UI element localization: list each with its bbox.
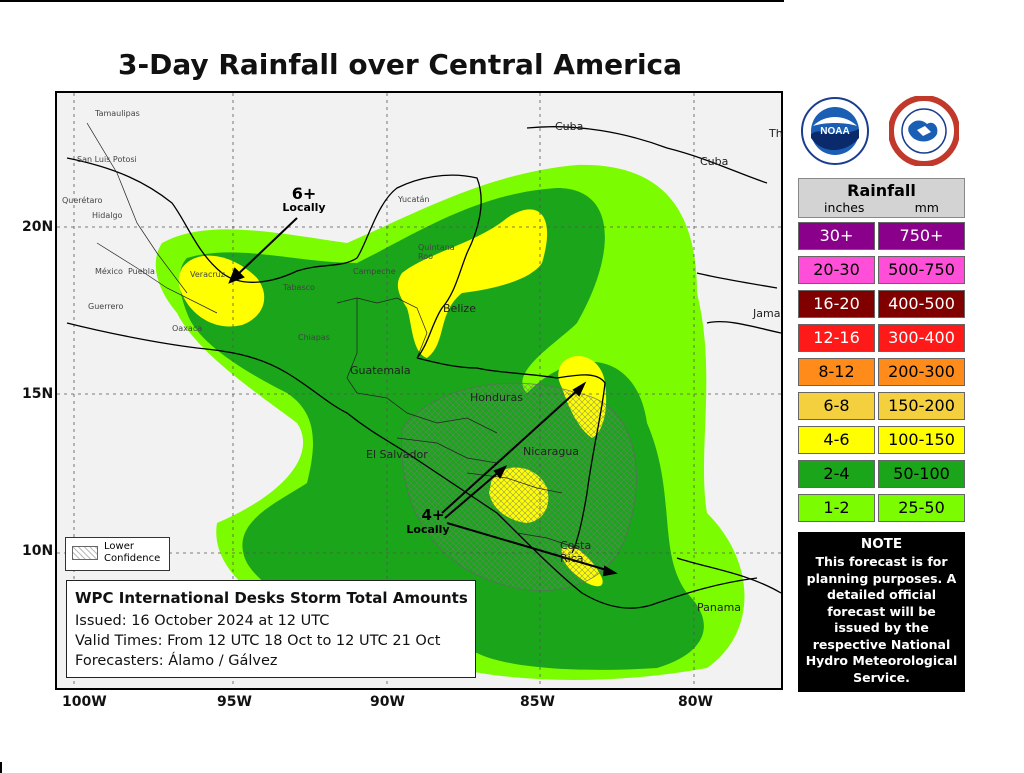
legend-mm-cell: 150-200 [878,392,965,420]
legend-row: 20-30 500-750 [798,252,965,286]
note-box: NOTE This forecast is for planning purpo… [798,532,965,692]
annotation-four-locally: Locally [406,523,450,536]
label-oaxaca: Oaxaca [172,324,203,333]
legend-unit-mm: mm [914,200,939,215]
lon-label-95w: 95W [217,694,252,710]
legend-inches-cell: 16-20 [798,290,875,318]
info-issued: Issued: 16 October 2024 at 12 UTC [75,613,330,629]
lon-label-100w: 100W [62,694,107,710]
legend-unit-inches: inches [824,200,865,215]
label-nicaragua: Nicaragua [523,445,580,458]
label-campeche: Campeche [353,267,396,276]
legend-row: 16-20 400-500 [798,286,965,320]
nws-logo [888,95,960,167]
label-el-salvador: El Salvador [366,448,428,461]
label-san-luis-potosi: San Luis Potosi [77,155,137,164]
label-jamaica: Jama [753,307,781,320]
legend-mm-cell: 750+ [878,222,965,250]
lon-label-85w: 85W [520,694,555,710]
lat-label-20n: 20N [22,219,54,235]
label-belize: Belize [443,302,476,315]
label-panama: Panama [697,601,742,614]
annotation-six-plus: 6+ [291,184,317,203]
lat-label-10n: 10N [22,543,54,559]
lower-confidence-line2: Confidence [104,553,161,564]
lower-confidence-key: Lower Confidence [65,537,170,571]
page-edge-mark [0,762,2,773]
legend-title: Rainfall [847,181,916,200]
label-guatemala: Guatemala [350,364,411,377]
legend-mm-cell: 100-150 [878,426,965,454]
legend-inches-cell: 6-8 [798,392,875,420]
legend-inches-cell: 2-4 [798,460,875,488]
lon-label-80w: 80W [678,694,713,710]
label-honduras: Honduras [470,391,523,404]
page-title: 3-Day Rainfall over Central America [117,48,683,81]
rainfall-legend: Rainfall inches mm 30+ 750+ 20-30 500-750 16… [798,178,965,524]
info-valid-times: Valid Times: From 12 UTC 18 Oct to 12 UT… [75,633,441,649]
legend-row: 4-6 100-150 [798,422,965,456]
forecast-info-box: WPC International Desks Storm Total Amou… [66,580,476,678]
legend-mm-cell: 200-300 [878,358,965,386]
legend-row: 8-12 200-300 [798,354,965,388]
legend-inches-cell: 8-12 [798,358,875,386]
label-veracruz: Veracruz [190,270,225,279]
label-yucatan: Yucatán [398,195,430,204]
label-mexico: México [95,267,123,276]
label-queretaro: Querétaro [62,196,103,205]
legend-inches-cell: 12-16 [798,324,875,352]
info-forecasters: Forecasters: Álamo / Gálvez [75,653,278,669]
legend-mm-cell: 25-50 [878,494,965,522]
legend-header: Rainfall inches mm [798,178,965,218]
lon-label-90w: 90W [370,694,405,710]
legend-row: 30+ 750+ [798,218,965,252]
legend-inches-cell: 1-2 [798,494,875,522]
legend-row: 6-8 150-200 [798,388,965,422]
legend-row: 12-16 300-400 [798,320,965,354]
legend-inches-cell: 30+ [798,222,875,250]
label-guerrero: Guerrero [88,302,124,311]
note-body: This forecast is for planning purposes. … [805,554,958,685]
label-puebla: Puebla [128,267,155,276]
legend-row: 1-2 25-50 [798,490,965,524]
legend-mm-cell: 500-750 [878,256,965,284]
legend-row: 2-4 50-100 [798,456,965,490]
rainfall-map [55,91,783,690]
noaa-logo-text: NOAA [820,126,849,137]
lower-confidence-line1: Lower [104,541,134,552]
legend-mm-cell: 300-400 [878,324,965,352]
label-chiapas: Chiapas [298,333,330,342]
legend-mm-cell: 50-100 [878,460,965,488]
annotation-six-locally: Locally [282,201,326,214]
info-heading: WPC International Desks Storm Total Amou… [75,589,468,607]
label-tamaulipas: Tamaulipas [95,109,140,118]
hatch-swatch [72,546,98,560]
label-costa-rica: Costa Rica [560,539,592,565]
legend-inches-cell: 20-30 [798,256,875,284]
annotation-four-plus: 4+ [421,506,445,524]
top-rule [0,0,784,2]
legend-mm-cell: 400-500 [878,290,965,318]
legend-inches-cell: 4-6 [798,426,875,454]
lat-label-15n: 15N [22,386,54,402]
label-th: Th [769,127,783,140]
noaa-logo: NOAA [800,96,870,166]
label-hidalgo: Hidalgo [92,211,123,220]
note-heading: NOTE [860,536,903,552]
label-quintana-roo: Quintana Roo [418,243,455,261]
rain-zone-4-6in-veracruz [178,255,265,327]
label-tabasco: Tabasco [283,283,315,292]
label-cuba-west: Cuba [555,120,584,133]
label-cuba-east: Cuba [700,155,729,168]
